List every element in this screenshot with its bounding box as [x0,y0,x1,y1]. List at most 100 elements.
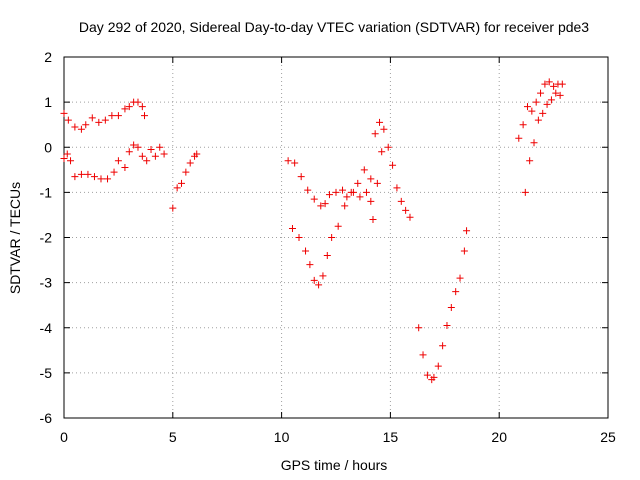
x-tick-label: 10 [274,429,290,445]
data-point [323,252,331,260]
data-point [84,170,92,178]
data-point [356,193,364,201]
data-point [367,175,375,183]
data-point [528,107,536,115]
data-point [60,109,68,117]
data-point [463,227,471,235]
data-point [310,195,318,203]
y-tick-label: 0 [44,139,52,155]
data-point [147,146,155,154]
data-point [552,89,560,97]
y-tick-label: -2 [40,230,53,246]
y-tick-label: -4 [40,320,53,336]
data-point [104,175,112,183]
data-point [186,159,194,167]
series-arc-4 [415,227,471,384]
data-point [160,150,168,158]
data-point [367,197,375,205]
data-point [95,118,103,126]
data-point [523,103,531,111]
data-point [515,134,523,142]
series-arc-2 [169,150,201,212]
data-point [67,157,75,165]
data-point [354,179,362,187]
data-point [347,188,355,196]
data-point [539,109,547,117]
data-point [456,274,464,282]
data-point [321,200,329,208]
data-point [193,150,201,158]
data-point [63,150,71,158]
data-point [114,112,122,120]
data-point [419,351,427,359]
data-point [82,121,90,129]
data-point [71,173,79,181]
data-point [134,98,142,106]
data-point [402,206,410,214]
data-point [71,123,79,131]
data-point [393,184,401,192]
data-point [521,188,529,196]
data-point [121,105,129,113]
data-point [369,215,377,223]
data-point [138,103,146,111]
data-point [90,173,98,181]
data-point [452,288,460,296]
series-arc-5-lower [521,89,564,196]
data-point [317,202,325,210]
data-point [325,191,333,199]
data-point [108,112,116,120]
chart-title: Day 292 of 2020, Sidereal Day-to-day VTE… [79,19,589,35]
y-tick-label: 1 [44,94,52,110]
data-point [519,121,527,129]
x-tick-label: 5 [169,429,177,445]
data-point [380,125,388,133]
tick-labels: 0 5 10 15 20 25 -6 -5 -4 -3 -2 -1 0 1 2 [40,49,616,445]
y-axis-title: SDTVAR / TECUs [7,182,23,294]
data-point [64,116,72,124]
data-point [434,362,442,370]
data-point [439,342,447,350]
data-point [360,166,368,174]
data-point [97,175,105,183]
data-point [371,130,379,138]
y-tick-label: 2 [44,49,52,65]
x-tick-label: 0 [60,429,68,445]
data-point [125,103,133,111]
data-point [362,188,370,196]
data-point [530,139,538,147]
data-point [406,213,414,221]
data-point [547,96,555,104]
data-point [415,324,423,332]
data-point [460,247,468,255]
data-point [447,303,455,311]
data-point [537,89,545,97]
series-arc-3-lower [288,148,386,289]
data-point [443,321,451,329]
data-point [302,247,310,255]
data-point [315,281,323,289]
data-point [332,188,340,196]
data-point [304,186,312,194]
data-point [376,118,384,126]
data-point [156,143,164,151]
data-point [121,164,129,172]
data-point [284,157,292,165]
data-point [288,224,296,232]
data-point [526,157,534,165]
x-axis-title: GPS time / hours [281,457,388,473]
plot-frame [63,56,609,419]
y-tick-label: -5 [40,365,53,381]
data-point [543,100,551,108]
data-point [291,159,299,167]
data-point [297,173,305,181]
x-tick-label: 15 [383,429,399,445]
data-point [101,116,109,124]
data-point [373,179,381,187]
data-point [60,155,68,163]
data-point [151,152,159,160]
data-point [310,276,318,284]
data-point [339,186,347,194]
